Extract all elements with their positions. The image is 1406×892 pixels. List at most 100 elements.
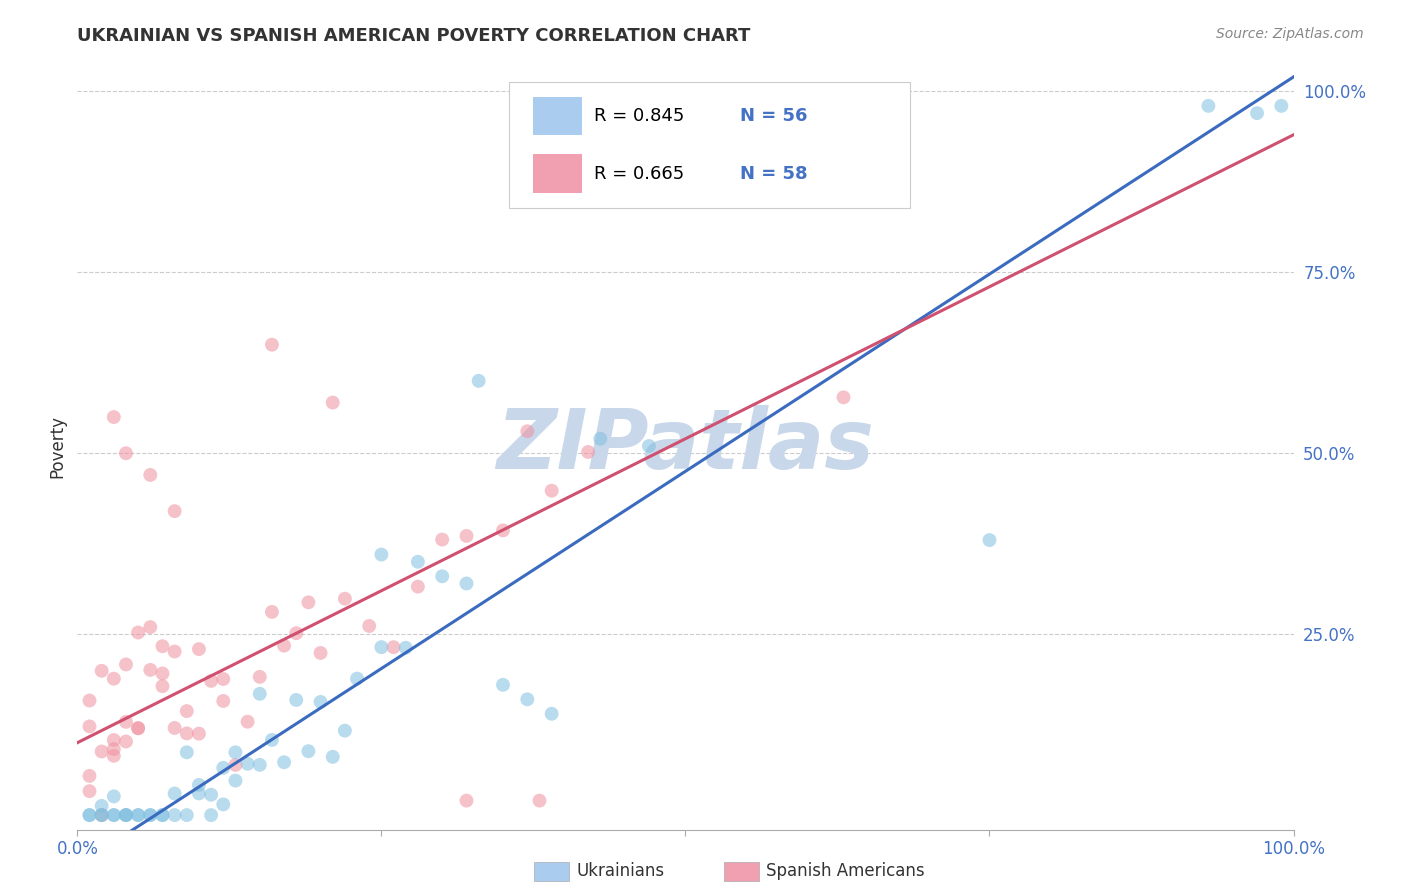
Point bbox=[115, 446, 138, 460]
Point bbox=[103, 808, 125, 822]
Point bbox=[395, 640, 418, 655]
Point bbox=[309, 646, 332, 660]
Point bbox=[188, 786, 211, 800]
Point bbox=[456, 529, 478, 543]
Point bbox=[832, 390, 855, 404]
Point bbox=[382, 640, 405, 655]
Text: Source: ZipAtlas.com: Source: ZipAtlas.com bbox=[1216, 27, 1364, 41]
Point bbox=[79, 769, 101, 783]
Point bbox=[540, 706, 562, 721]
Point bbox=[297, 744, 319, 758]
Point bbox=[188, 778, 211, 792]
Point bbox=[212, 694, 235, 708]
Point bbox=[273, 756, 295, 770]
Point bbox=[236, 714, 259, 729]
Point bbox=[103, 410, 125, 425]
Point bbox=[152, 808, 174, 822]
Point bbox=[152, 666, 174, 681]
Point bbox=[370, 640, 392, 655]
Point bbox=[1197, 99, 1219, 113]
Point bbox=[115, 808, 138, 822]
Point bbox=[322, 749, 344, 764]
Point bbox=[90, 798, 112, 813]
Point bbox=[115, 657, 138, 672]
Point bbox=[529, 794, 551, 808]
Point bbox=[152, 808, 174, 822]
FancyBboxPatch shape bbox=[509, 81, 911, 208]
Text: R = 0.845: R = 0.845 bbox=[595, 107, 685, 125]
Point bbox=[236, 756, 259, 771]
Point bbox=[139, 467, 162, 482]
Text: ZIPatlas: ZIPatlas bbox=[496, 406, 875, 486]
Point bbox=[333, 723, 356, 738]
Point bbox=[139, 663, 162, 677]
Point bbox=[90, 744, 112, 758]
Point bbox=[979, 533, 1001, 547]
Point bbox=[163, 808, 186, 822]
Point bbox=[212, 761, 235, 775]
Point bbox=[540, 483, 562, 498]
Point bbox=[103, 672, 125, 686]
Point bbox=[103, 748, 125, 763]
Point bbox=[224, 745, 246, 759]
Point bbox=[406, 555, 429, 569]
Point bbox=[127, 721, 149, 735]
Point bbox=[260, 337, 283, 351]
Point bbox=[90, 808, 112, 822]
Point bbox=[260, 605, 283, 619]
Point bbox=[430, 569, 453, 583]
Point bbox=[430, 533, 453, 547]
Bar bbox=[533, 154, 582, 193]
Point bbox=[249, 687, 271, 701]
Point bbox=[90, 808, 112, 822]
Point bbox=[103, 742, 125, 756]
Point bbox=[103, 789, 125, 804]
Point bbox=[297, 595, 319, 609]
Point bbox=[322, 395, 344, 409]
Text: Ukrainians: Ukrainians bbox=[576, 863, 665, 880]
Point bbox=[139, 620, 162, 634]
Text: R = 0.665: R = 0.665 bbox=[595, 165, 685, 183]
Point bbox=[285, 626, 308, 640]
Point bbox=[163, 644, 186, 658]
Point bbox=[115, 808, 138, 822]
Point bbox=[638, 439, 661, 453]
Point bbox=[115, 714, 138, 729]
Point bbox=[188, 726, 211, 740]
Point bbox=[127, 808, 149, 822]
Point bbox=[139, 808, 162, 822]
Point bbox=[103, 808, 125, 822]
Point bbox=[90, 664, 112, 678]
Point bbox=[492, 678, 515, 692]
Point bbox=[200, 673, 222, 688]
Point bbox=[249, 757, 271, 772]
Point bbox=[90, 808, 112, 822]
Point bbox=[188, 642, 211, 657]
Point bbox=[370, 548, 392, 562]
Point bbox=[260, 733, 283, 747]
Point bbox=[176, 745, 198, 759]
Point bbox=[139, 808, 162, 822]
Text: N = 58: N = 58 bbox=[740, 165, 808, 183]
Point bbox=[309, 695, 332, 709]
Point bbox=[516, 692, 538, 706]
Point bbox=[79, 808, 101, 822]
Point bbox=[79, 784, 101, 798]
Point bbox=[212, 672, 235, 686]
Point bbox=[346, 672, 368, 686]
Point bbox=[406, 580, 429, 594]
Point bbox=[163, 787, 186, 801]
Text: UKRAINIAN VS SPANISH AMERICAN POVERTY CORRELATION CHART: UKRAINIAN VS SPANISH AMERICAN POVERTY CO… bbox=[77, 27, 751, 45]
Point bbox=[79, 693, 101, 707]
Point bbox=[589, 432, 612, 446]
Point bbox=[249, 670, 271, 684]
Point bbox=[224, 758, 246, 772]
Point bbox=[127, 625, 149, 640]
Point bbox=[456, 794, 478, 808]
Point bbox=[200, 788, 222, 802]
Bar bbox=[533, 97, 582, 136]
Point bbox=[152, 639, 174, 653]
Point bbox=[176, 808, 198, 822]
Point bbox=[79, 719, 101, 733]
Point bbox=[1270, 99, 1292, 113]
